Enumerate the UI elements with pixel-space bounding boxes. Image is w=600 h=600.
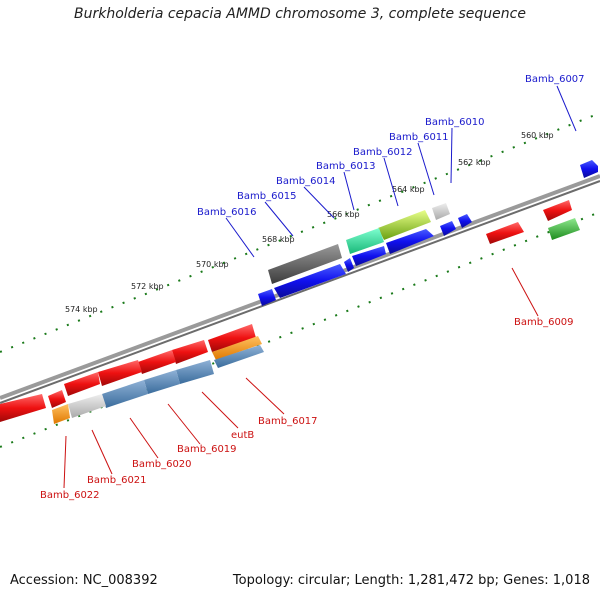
gene-label: Bamb_6011 [389,132,449,143]
accession-label: Accession: NC_008392 [10,573,158,588]
reverse-genes [0,200,580,424]
gene-arrow [214,345,264,368]
gene-arrow [68,394,106,418]
gene-arrow [0,394,46,422]
gene-arrow [258,289,276,306]
scale-label: 566 kbp [327,210,360,219]
scale-label: 568 kbp [262,235,295,244]
gene-label: Bamb_6022 [40,490,100,501]
scale-label: 564 kbp [392,185,425,194]
gene-label: Bamb_6007 [525,74,585,85]
gene-label: Bamb_6016 [197,207,257,218]
gene-arrow [440,221,456,236]
gene-arrow [458,214,472,228]
gene-arrow [212,336,262,360]
scale-label: 562 kbp [458,158,491,167]
gene-arrow [378,210,431,240]
gene-arrow [98,360,142,386]
gene-arrow [274,264,346,298]
gene-arrow [486,222,524,244]
gene-arrow [386,229,434,254]
gene-arrow [344,258,354,272]
forward-genes [258,160,598,306]
gene-arrow [346,228,384,254]
gene-arrow [48,390,66,408]
top-gene-labels: Bamb_6007 Bamb_6010 Bamb_6011 Bamb_6012 … [197,74,585,218]
scale-label: 574 kbp [65,305,98,314]
gene-arrow [64,372,100,396]
gene-arrow [268,244,342,284]
genome-summary: Topology: circular; Length: 1,281,472 bp… [232,573,590,588]
gene-label: Bamb_6019 [177,444,237,455]
top-leader-lines [225,85,577,258]
scale-label: 570 kbp [196,260,229,269]
gene-label: Bamb_6009 [514,317,574,328]
gene-arrow [144,370,180,394]
gene-label: Bamb_6021 [87,475,147,486]
gene-arrow [352,246,386,266]
gene-arrow [52,404,70,424]
gene-arrow [138,350,176,374]
gene-arrow [548,218,580,240]
gene-arrow [432,203,450,220]
gene-label: Bamb_6014 [276,176,336,187]
gene-arrow [208,324,256,352]
gene-label: Bamb_6013 [316,161,376,172]
map-title: Burkholderia cepacia AMMD chromosome 3, … [74,6,526,22]
gene-label: Bamb_6015 [237,191,297,202]
gene-label: Bamb_6012 [353,147,413,158]
inner-tick-ring [0,211,600,448]
scale-label: 572 kbp [131,282,164,291]
gene-label: Bamb_6017 [258,416,318,427]
bottom-leader-lines [63,267,539,489]
gene-label: eutB [231,430,254,441]
scale-label: 560 kbp [521,131,554,140]
gene-arrow [543,200,572,221]
scale-labels: 560 kbp 562 kbp 564 kbp 566 kbp 568 kbp … [65,131,554,314]
gene-arrow [176,360,214,384]
gene-arrow [580,160,598,178]
gene-arrow [102,380,148,408]
gene-label: Bamb_6010 [425,117,485,128]
gene-arrow [172,340,208,364]
bottom-gene-labels: Bamb_6009 Bamb_6017 eutB Bamb_6019 Bamb_… [40,317,574,501]
gene-label: Bamb_6020 [132,459,192,470]
